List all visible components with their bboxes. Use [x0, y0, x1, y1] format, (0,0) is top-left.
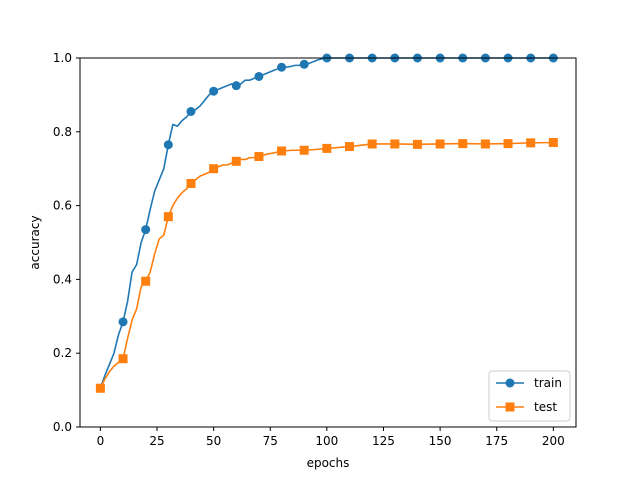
legend-marker-test: [505, 402, 515, 412]
series-line-test: [99, 141, 554, 389]
data-point-train: [186, 107, 196, 117]
legend: train test: [488, 370, 571, 422]
data-point-test: [277, 146, 287, 156]
x-tick-label: 75: [263, 434, 278, 448]
x-axis-label: epochs: [307, 456, 350, 470]
data-point-train: [254, 71, 264, 81]
data-point-test: [367, 139, 377, 149]
y-tick-label: 0.6: [53, 199, 72, 213]
y-axis: 0.0 0.2 0.4 0.6 0.8 1.0: [53, 51, 80, 434]
series-layer: [95, 53, 558, 393]
data-point-test: [254, 152, 264, 162]
data-point-test: [322, 143, 332, 153]
y-axis-label: accuracy: [28, 215, 42, 269]
series-line-train: [99, 57, 554, 389]
y-tick-label: 0.4: [53, 272, 72, 286]
data-point-train: [231, 81, 241, 91]
data-point-test: [412, 139, 422, 149]
x-tick-label: 100: [315, 434, 338, 448]
x-tick-label: 0: [97, 434, 105, 448]
data-point-test: [548, 138, 558, 148]
y-tick-label: 0.8: [53, 125, 72, 139]
data-point-test: [163, 212, 173, 222]
data-point-train: [299, 59, 309, 69]
data-point-test: [435, 139, 445, 149]
data-point-test: [209, 164, 219, 174]
x-tick-label: 25: [149, 434, 164, 448]
data-point-test: [299, 145, 309, 155]
x-tick-label: 50: [206, 434, 221, 448]
data-point-train: [118, 317, 128, 327]
y-tick-label: 0.0: [53, 420, 72, 434]
data-point-test: [231, 156, 241, 166]
y-tick-label: 0.2: [53, 346, 72, 360]
data-point-test: [118, 354, 128, 364]
data-point-test: [390, 139, 400, 149]
legend-marker-train: [505, 378, 515, 388]
legend-label-train: train: [534, 376, 562, 390]
data-point-test: [345, 142, 355, 152]
data-point-test: [480, 139, 490, 149]
data-point-train: [141, 225, 151, 235]
data-point-test: [458, 139, 468, 149]
data-point-test: [141, 276, 151, 286]
data-point-test: [95, 383, 105, 393]
x-axis: 0 25 50 75 100 125 150 175 200: [97, 427, 565, 448]
data-point-train: [209, 86, 219, 96]
y-tick-label: 1.0: [53, 51, 72, 65]
legend-label-test: test: [534, 400, 557, 414]
data-point-test: [503, 139, 513, 149]
x-tick-label: 125: [372, 434, 395, 448]
data-point-train: [277, 62, 287, 72]
data-point-test: [526, 138, 536, 148]
data-point-train: [163, 140, 173, 150]
series-train: [95, 53, 558, 393]
x-tick-label: 150: [429, 434, 452, 448]
axes-frame: [79, 57, 577, 428]
x-tick-label: 175: [485, 434, 508, 448]
series-test: [95, 138, 558, 393]
x-tick-label: 200: [542, 434, 565, 448]
data-point-test: [186, 178, 196, 188]
